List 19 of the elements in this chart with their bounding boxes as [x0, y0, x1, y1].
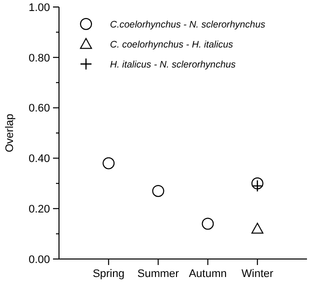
- y-tick-label: 0.80: [28, 52, 50, 64]
- y-tick-label: 0.60: [28, 102, 50, 115]
- x-tick-label: Spring: [92, 268, 124, 280]
- legend-label: C.coelorhynchus - N. sclerorhynchus: [110, 19, 266, 30]
- point: [251, 177, 264, 190]
- x-tick-label: Winter: [242, 268, 274, 280]
- x-tick-label: Autumn: [188, 268, 227, 280]
- y-tick-label: 0.00: [28, 254, 50, 266]
- y-tick-label: 0.40: [28, 153, 50, 166]
- legend-label: C. coelorhynchus - H. italicus: [110, 39, 234, 50]
- x-tick-label: Summer: [137, 268, 180, 280]
- point: [102, 157, 115, 170]
- y-tick-label: 0.20: [28, 203, 50, 216]
- legend-label: H. italicus - N. sclerorhynchus: [110, 59, 236, 70]
- y-axis-title: Overlap: [4, 114, 16, 152]
- point: [202, 218, 214, 230]
- point: [251, 222, 264, 234]
- y-tick-label: 1.00: [28, 2, 50, 14]
- point: [152, 184, 164, 197]
